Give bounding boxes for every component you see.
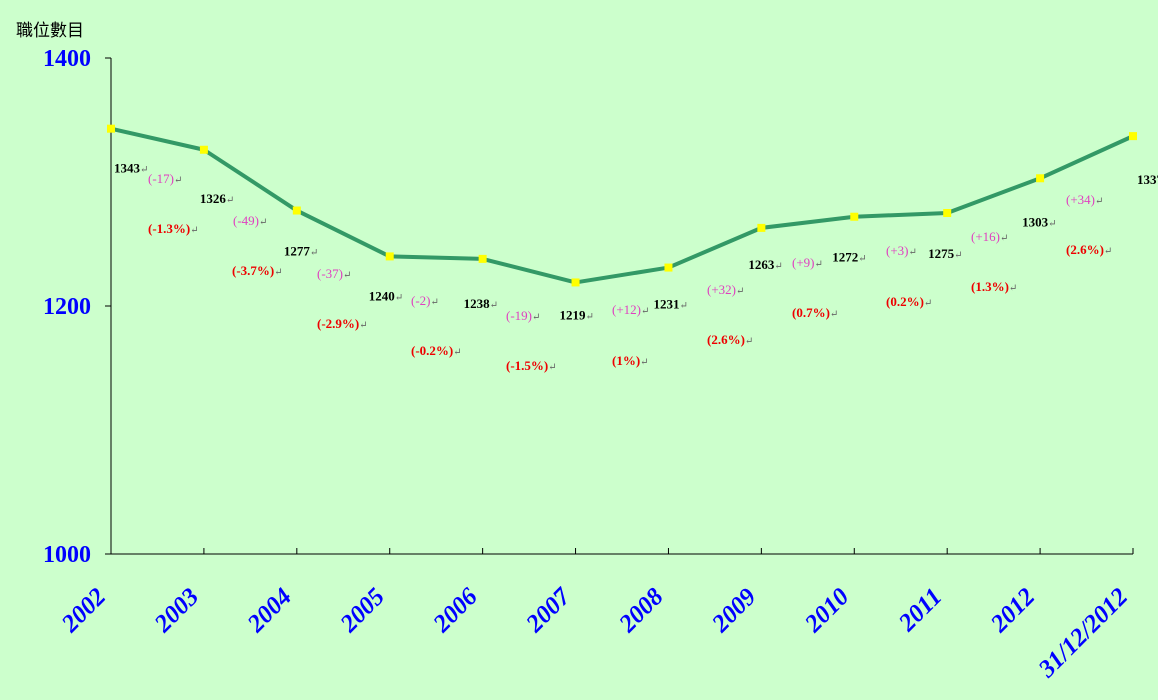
change-label: (+32)↵ [707,282,744,297]
value-label: 1326↵ [200,191,234,206]
series-line [110,126,1134,285]
data-point-marker [478,254,487,263]
x-tick-label: 2010 [799,583,855,639]
value-label: 1219↵ [560,307,594,322]
percent-label: (-1.3%)↵ [148,221,199,236]
data-point-marker [1129,132,1137,141]
x-tick-label: 2003 [149,583,204,638]
percent-label: (1.3%)↵ [971,279,1017,294]
percent-label: (1%)↵ [612,353,649,368]
data-point-marker [757,223,766,232]
x-tick-labels: 2002 2003 2004 2005 2006 2007 2008 2009 2010 2011… [56,582,1133,683]
percent-label: (2.6%)↵ [1066,242,1112,257]
x-tick-label: 2005 [335,583,390,638]
x-tick-label: 2007 [521,582,577,638]
x-tick-label: 2006 [428,583,484,639]
percent-label: (-3.7%)↵ [232,263,283,278]
x-tick-label: 2012 [985,583,1040,638]
data-point-marker [943,209,952,217]
data-point-marker [850,212,859,221]
value-label: 1231↵ [653,297,687,312]
percent-label: (0.2%)↵ [886,294,932,309]
change-label: (+34)↵ [1066,192,1103,207]
percent-label: (2.6%)↵ [707,332,753,347]
data-point-marker [571,278,580,287]
change-label: (+9)↵ [792,255,823,270]
data-labels: 1343↵ 1326↵ 1277↵ 1240↵ 1238↵ 1219↵ 1231↵ 1263↵… [114,161,1158,373]
change-label: (-37)↵ [317,266,351,281]
y-axis-title: 職位數目 [16,21,84,41]
x-tick-label: 2004 [242,583,297,638]
x-tick-label: 2011 [893,583,947,637]
percent-label: (-0.2%)↵ [411,343,462,358]
change-label: (-49)↵ [233,213,267,228]
data-point-marker [1036,174,1045,183]
data-point-marker [107,124,115,133]
x-tick-label: 31/12/2012 [1033,583,1133,683]
percent-label: (-1.5%)↵ [506,358,557,373]
change-label: (-17)↵ [148,171,182,186]
axes [105,57,1134,555]
y-tick-label: 1400 [43,46,91,72]
value-label: 1337↵ [1137,172,1158,187]
value-label: 1272↵ [832,250,866,265]
series-line-group [107,124,1137,287]
x-tick-label: 2008 [614,583,670,639]
percent-label: (0.7%)↵ [792,305,838,320]
value-label: 1277↵ [284,244,318,259]
y-tick-label: 1000 [43,542,91,568]
value-label: 1240↵ [369,288,403,303]
percent-label: (-2.9%)↵ [317,316,368,331]
data-point-marker [292,206,301,215]
value-label: 1343↵ [114,161,148,176]
y-tick-labels: 1000 1200 1400 [43,46,91,568]
data-point-marker [664,263,673,272]
change-label: (+16)↵ [971,229,1008,244]
change-label: (-19)↵ [506,308,540,323]
x-tick-label: 2002 [56,583,111,638]
value-label: 1263↵ [748,257,782,272]
data-point-marker [385,252,394,261]
change-label: (+12)↵ [612,302,649,317]
x-tick-label: 2009 [706,583,762,639]
value-label: 1238↵ [464,296,498,311]
value-label: 1275↵ [928,246,962,261]
data-point-marker [199,145,208,154]
change-label: (+3)↵ [886,243,917,258]
y-tick-label: 1200 [43,294,91,320]
value-label: 1303↵ [1022,214,1056,229]
change-label: (-2)↵ [411,293,439,308]
